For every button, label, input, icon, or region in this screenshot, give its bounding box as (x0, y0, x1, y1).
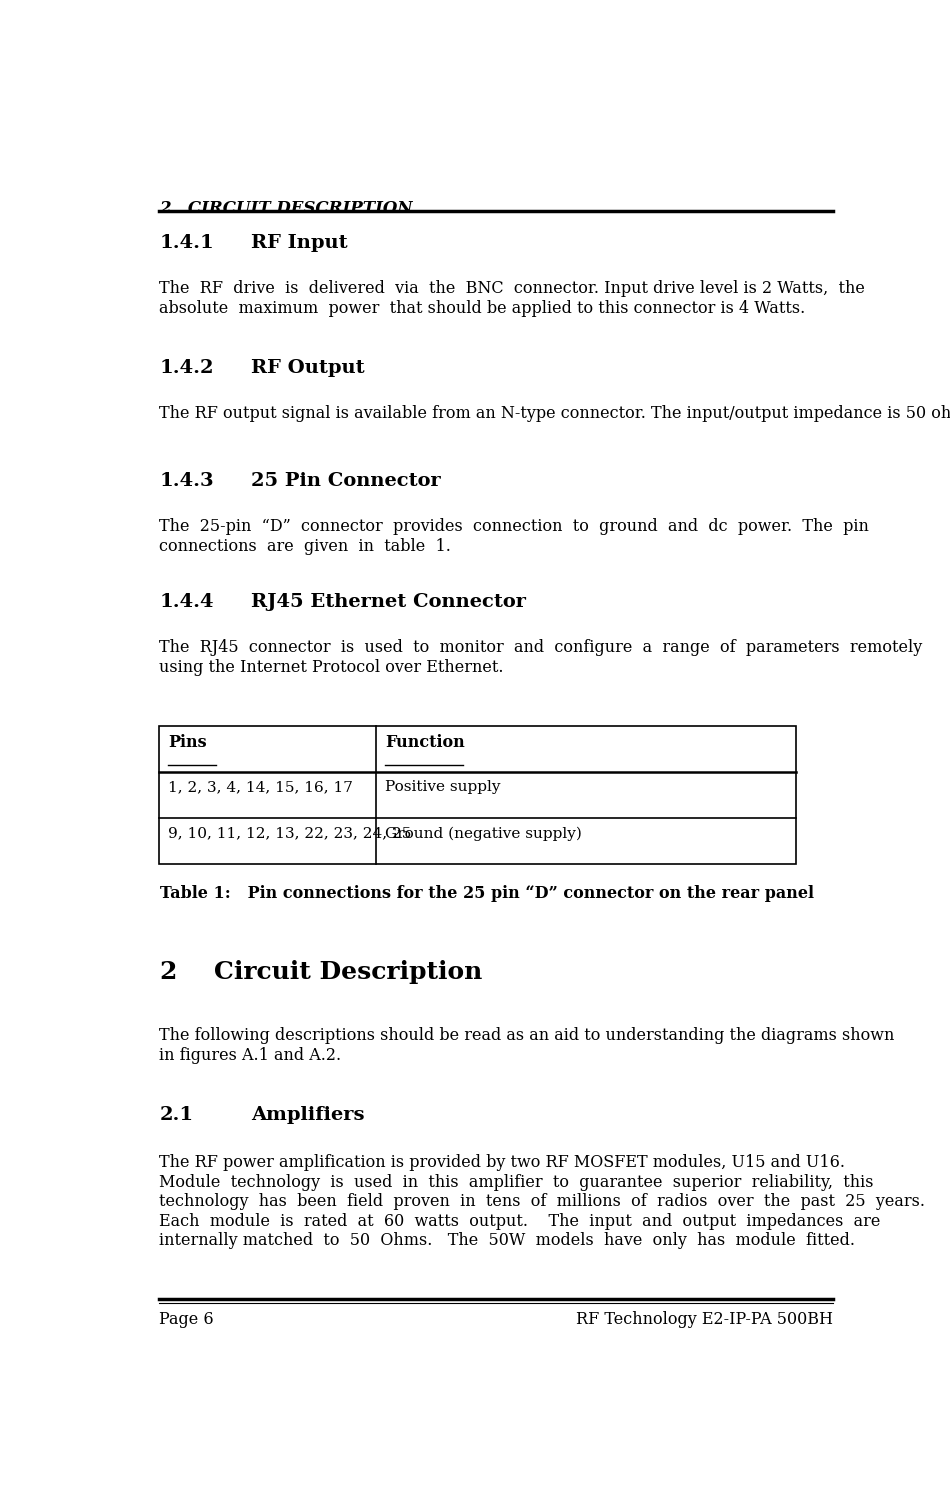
Text: 1, 2, 3, 4, 14, 15, 16, 17: 1, 2, 3, 4, 14, 15, 16, 17 (168, 779, 353, 794)
Text: Function: Function (386, 735, 465, 751)
Text: The  RJ45  connector  is  used  to  monitor  and  configure  a  range  of  param: The RJ45 connector is used to monitor an… (160, 639, 922, 676)
Text: The RF power amplification is provided by two RF MOSFET modules, U15 and U16.
Mo: The RF power amplification is provided b… (160, 1154, 925, 1250)
Text: Circuit Description: Circuit Description (215, 961, 483, 985)
Text: Table 1:   Pin connections for the 25 pin “D” connector on the rear panel: Table 1: Pin connections for the 25 pin … (160, 884, 814, 902)
Text: RJ45 Ethernet Connector: RJ45 Ethernet Connector (251, 594, 526, 612)
Text: Pins: Pins (168, 735, 207, 751)
Text: RF Input: RF Input (251, 234, 348, 252)
Text: 2   CIRCUIT DESCRIPTION: 2 CIRCUIT DESCRIPTION (160, 199, 413, 216)
Text: 1.4.3: 1.4.3 (160, 472, 214, 490)
Text: 9, 10, 11, 12, 13, 22, 23, 24, 25: 9, 10, 11, 12, 13, 22, 23, 24, 25 (168, 826, 411, 841)
Text: Positive supply: Positive supply (386, 779, 501, 794)
Text: The  25-pin  “D”  connector  provides  connection  to  ground  and  dc  power.  : The 25-pin “D” connector provides connec… (160, 519, 869, 555)
Text: RF Output: RF Output (251, 358, 365, 376)
Text: Ground (negative supply): Ground (negative supply) (386, 826, 582, 841)
Text: 1.4.1: 1.4.1 (160, 234, 214, 252)
Bar (160, 726, 796, 865)
Text: RF Technology E2-IP-PA 500BH: RF Technology E2-IP-PA 500BH (576, 1312, 833, 1328)
Text: 25 Pin Connector: 25 Pin Connector (251, 472, 441, 490)
Text: The RF output signal is available from an N-type connector. The input/output imp: The RF output signal is available from a… (160, 405, 950, 421)
Text: The following descriptions should be read as an aid to understanding the diagram: The following descriptions should be rea… (160, 1027, 895, 1064)
Text: 2: 2 (160, 961, 177, 985)
Text: 2.1: 2.1 (160, 1106, 194, 1124)
Text: Page 6: Page 6 (160, 1312, 214, 1328)
Text: 1.4.2: 1.4.2 (160, 358, 214, 376)
Text: Amplifiers: Amplifiers (251, 1106, 365, 1124)
Text: The  RF  drive  is  delivered  via  the  BNC  connector. Input drive level is 2 : The RF drive is delivered via the BNC co… (160, 280, 865, 316)
Text: 1.4.4: 1.4.4 (160, 594, 214, 612)
